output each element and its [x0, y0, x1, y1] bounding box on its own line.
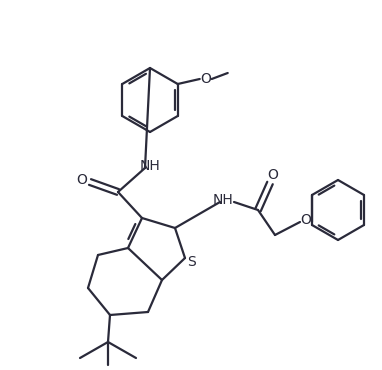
- Text: NH: NH: [213, 193, 233, 207]
- Text: O: O: [200, 72, 211, 86]
- Text: O: O: [267, 168, 278, 182]
- Text: NH: NH: [140, 159, 160, 173]
- Text: S: S: [188, 255, 196, 269]
- Text: O: O: [76, 173, 87, 187]
- Text: O: O: [301, 213, 311, 227]
